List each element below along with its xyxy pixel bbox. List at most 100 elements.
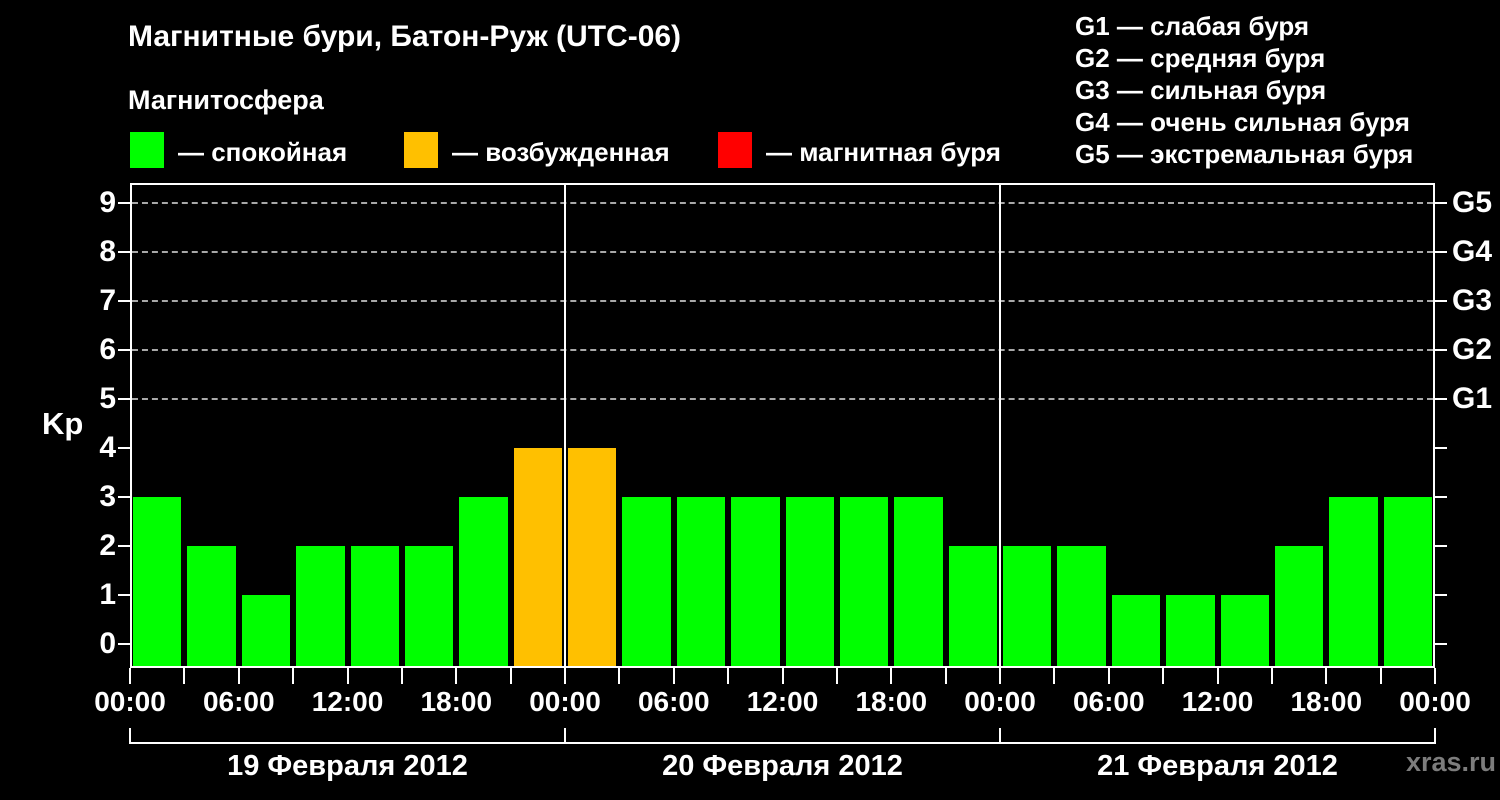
kp-bar	[948, 545, 997, 666]
y-tick-label: 5	[99, 381, 116, 415]
storm-scale-g1: G1 — слабая буря	[1075, 11, 1310, 41]
x-axis-tick	[509, 668, 512, 684]
y-axis-tick	[118, 201, 131, 204]
g-axis-label-g1: G1	[1452, 381, 1493, 415]
kp-bar	[568, 447, 617, 666]
legend-swatch-excited-icon	[404, 132, 438, 168]
kp-bar	[785, 496, 834, 666]
legend-label-quiet: — спокойная	[178, 137, 348, 167]
date-label: 19 Февраля 2012	[227, 750, 468, 782]
x-axis-tick	[1216, 668, 1219, 684]
kp-bar	[241, 594, 291, 666]
x-axis-tick	[237, 668, 240, 684]
kp-bar	[731, 496, 780, 666]
chart-subtitle: Магнитосфера	[128, 85, 324, 115]
x-tick-label: 12:00	[746, 686, 819, 717]
kp-bar	[676, 496, 726, 666]
y-tick-label: 8	[99, 234, 116, 268]
day-separator	[564, 185, 566, 666]
storm-scale-g2: G2 — средняя буря	[1075, 43, 1326, 73]
kp-bar	[404, 545, 454, 666]
y-axis-tick	[1434, 397, 1447, 400]
y-axis-tick	[118, 250, 131, 253]
x-tick-label: 12:00	[1181, 686, 1254, 717]
x-axis-tick	[890, 668, 893, 684]
kp-bar	[1383, 496, 1432, 666]
x-axis-tick	[618, 668, 621, 684]
x-axis-tick	[781, 668, 784, 684]
x-axis-tick	[835, 668, 838, 684]
y-tick-label: 6	[99, 332, 116, 366]
gridline-kp7	[132, 299, 1433, 302]
x-tick-label: 12:00	[311, 686, 384, 717]
y-tick-label: 3	[99, 479, 116, 513]
x-tick-label: 00:00	[529, 686, 601, 717]
x-axis-tick	[1270, 668, 1273, 684]
y-tick-label: 1	[99, 577, 116, 611]
gridline-kp8	[132, 250, 1433, 253]
kp-bar	[1003, 545, 1052, 666]
x-axis-tick	[727, 668, 730, 684]
x-tick-label: 06:00	[202, 686, 275, 717]
x-tick-label: 06:00	[637, 686, 710, 717]
x-axis-tick	[1434, 668, 1436, 684]
x-tick-label: 18:00	[420, 686, 493, 717]
y-axis-tick	[118, 544, 131, 547]
date-bracket-tick	[999, 728, 1001, 744]
y-axis-tick	[1434, 544, 1447, 547]
g-axis-label-g4: G4	[1452, 234, 1493, 268]
legend-label-excited: — возбужденная	[452, 137, 670, 167]
y-tick-label: 0	[99, 626, 116, 660]
date-bracket-tick	[564, 728, 566, 744]
x-axis-tick	[1053, 668, 1056, 684]
legend-swatch-storm-icon	[718, 132, 752, 168]
x-axis-tick	[129, 668, 131, 684]
date-bracket-tick	[1434, 728, 1436, 744]
plot-area	[130, 183, 1435, 668]
storm-scale-g5: G5 — экстремальная буря	[1075, 139, 1414, 169]
date-label: 21 Февраля 2012	[1097, 750, 1338, 782]
kp-bar	[350, 545, 399, 666]
y-axis-tick	[118, 593, 131, 596]
x-tick-label: 00:00	[964, 686, 1036, 717]
y-tick-label: 4	[99, 430, 116, 464]
y-tick-label: 2	[99, 528, 116, 562]
chart-title: Магнитные бури, Батон-Руж (UTC-06)	[128, 20, 682, 53]
kp-bar	[133, 496, 182, 666]
x-axis-tick	[1379, 668, 1382, 684]
x-axis-tick	[672, 668, 675, 684]
x-axis-tick	[1162, 668, 1165, 684]
x-tick-label: 18:00	[855, 686, 928, 717]
x-axis-tick	[400, 668, 403, 684]
gridline-kp9	[132, 201, 1433, 204]
kp-bar	[459, 496, 508, 666]
y-axis-tick	[1434, 446, 1447, 449]
x-axis-tick	[1325, 668, 1328, 684]
day-separator	[999, 185, 1001, 666]
x-tick-label: 00:00	[94, 686, 166, 717]
x-axis-tick	[346, 668, 349, 684]
y-axis-label: Kp	[42, 406, 84, 441]
kp-bar	[296, 545, 345, 666]
legend-label-storm: — магнитная буря	[766, 137, 1001, 167]
x-tick-label: 00:00	[1399, 686, 1471, 717]
x-axis-tick	[1107, 668, 1110, 684]
date-label: 20 Февраля 2012	[662, 750, 903, 782]
kp-bar	[1111, 594, 1161, 666]
y-axis-tick	[118, 299, 131, 302]
g-axis-label-g3: G3	[1452, 283, 1493, 317]
y-axis-tick	[1434, 495, 1447, 498]
x-axis-tick	[944, 668, 947, 684]
storm-scale-g4: G4 — очень сильная буря	[1075, 107, 1410, 137]
kp-bar	[839, 496, 889, 666]
y-axis-tick	[1434, 348, 1447, 351]
legend-swatch-quiet-icon	[130, 132, 164, 168]
g-axis-label-g5: G5	[1452, 185, 1493, 219]
y-axis-tick	[1434, 299, 1447, 302]
date-bracket	[129, 742, 1436, 744]
x-axis-tick	[564, 668, 566, 684]
x-tick-label: 18:00	[1290, 686, 1363, 717]
y-axis-tick	[118, 495, 131, 498]
x-tick-label: 06:00	[1072, 686, 1145, 717]
